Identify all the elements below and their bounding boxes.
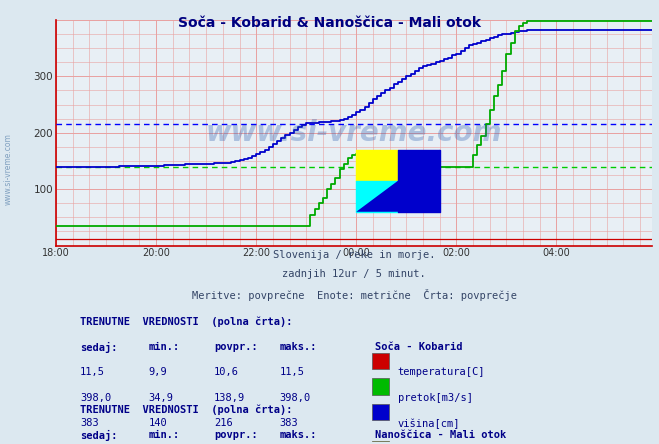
Text: Nanoščica - Mali otok: Nanoščica - Mali otok xyxy=(375,430,506,440)
Text: 34,9: 34,9 xyxy=(148,393,173,403)
Text: 10,6: 10,6 xyxy=(214,367,239,377)
Text: sedaj:: sedaj: xyxy=(80,430,117,441)
Text: 138,9: 138,9 xyxy=(214,393,245,403)
Text: 398,0: 398,0 xyxy=(279,393,311,403)
Text: maks.:: maks.: xyxy=(279,342,317,352)
Text: 216: 216 xyxy=(214,418,233,428)
Text: www.si-vreme.com: www.si-vreme.com xyxy=(4,133,13,205)
Text: 140: 140 xyxy=(148,418,167,428)
Bar xyxy=(372,353,389,369)
Text: TRENUTNE  VREDNOSTI  (polna črta):: TRENUTNE VREDNOSTI (polna črta): xyxy=(80,404,293,415)
Text: www.si-vreme.com: www.si-vreme.com xyxy=(206,119,502,147)
Text: Soča - Kobarid & Nanoščica - Mali otok: Soča - Kobarid & Nanoščica - Mali otok xyxy=(178,16,481,30)
Text: maks.:: maks.: xyxy=(279,430,317,440)
Text: Slovenija / reke in morje.: Slovenija / reke in morje. xyxy=(273,250,436,259)
Text: povpr.:: povpr.: xyxy=(214,342,258,352)
Text: zadnjih 12ur / 5 minut.: zadnjih 12ur / 5 minut. xyxy=(282,269,426,279)
Text: Meritve: povprečne  Enote: metrične  Črta: povprečje: Meritve: povprečne Enote: metrične Črta:… xyxy=(192,289,517,301)
Text: min.:: min.: xyxy=(148,430,180,440)
Bar xyxy=(372,404,389,420)
Text: 398,0: 398,0 xyxy=(80,393,111,403)
Text: povpr.:: povpr.: xyxy=(214,430,258,440)
Text: 383: 383 xyxy=(80,418,99,428)
Text: 11,5: 11,5 xyxy=(80,367,105,377)
Bar xyxy=(372,378,389,395)
Bar xyxy=(372,441,389,444)
Text: sedaj:: sedaj: xyxy=(80,342,117,353)
Polygon shape xyxy=(357,150,440,212)
Text: TRENUTNE  VREDNOSTI  (polna črta):: TRENUTNE VREDNOSTI (polna črta): xyxy=(80,316,293,327)
Text: 11,5: 11,5 xyxy=(279,367,304,377)
Text: pretok[m3/s]: pretok[m3/s] xyxy=(398,393,473,403)
Text: 383: 383 xyxy=(279,418,299,428)
Text: Soča - Kobarid: Soča - Kobarid xyxy=(375,342,463,352)
Text: min.:: min.: xyxy=(148,342,180,352)
Text: temperatura[C]: temperatura[C] xyxy=(398,367,485,377)
Text: 9,9: 9,9 xyxy=(148,367,167,377)
Text: višina[cm]: višina[cm] xyxy=(398,418,460,428)
